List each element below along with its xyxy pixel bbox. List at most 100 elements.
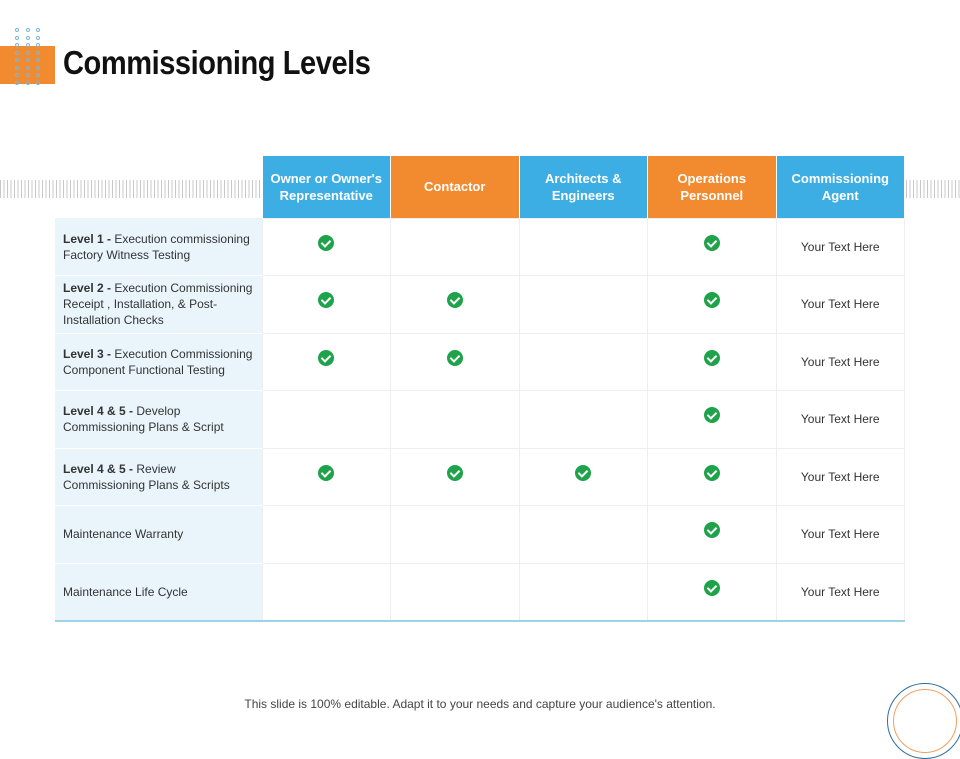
dot-pattern xyxy=(15,28,43,85)
cell xyxy=(518,562,648,622)
agent-cell: Your Text Here xyxy=(775,562,905,622)
row-label: Level 4 & 5 - Develop Commissioning Plan… xyxy=(55,390,262,449)
cell xyxy=(390,562,520,622)
row-label: Level 3 - Execution Commissioning Compon… xyxy=(55,333,262,391)
row-label: Maintenance Life Cycle xyxy=(55,563,262,622)
cell xyxy=(518,447,648,506)
row-label-text: Develop Commissioning Plans & Script xyxy=(63,404,224,435)
cell xyxy=(261,390,391,449)
row-label-bold: Level 4 & 5 - xyxy=(63,461,137,476)
row-label: Level 4 & 5 - Review Commissioning Plans… xyxy=(55,448,262,506)
check-icon xyxy=(703,407,720,424)
dot xyxy=(25,73,30,77)
check-icon xyxy=(703,292,720,309)
commissioning-table: Owner or Owner's Representative Contacto… xyxy=(55,156,905,622)
row-label: Level 1 - Execution commissioning Factor… xyxy=(55,218,262,276)
cell xyxy=(647,332,777,391)
cell xyxy=(261,217,391,276)
cell xyxy=(647,390,777,449)
dot xyxy=(15,65,19,70)
stripe-decoration-right xyxy=(906,180,960,198)
cell xyxy=(518,332,648,391)
check-icon xyxy=(703,234,720,251)
agent-cell: Your Text Here xyxy=(775,217,905,276)
cell xyxy=(390,390,520,449)
table-row: Level 3 - Execution Commissioning Compon… xyxy=(55,332,905,391)
row-label-text: Maintenance Warranty xyxy=(63,527,184,542)
check-icon xyxy=(318,349,335,366)
orange-accent-block xyxy=(0,46,55,84)
table-row: Level 4 & 5 - Develop Commissioning Plan… xyxy=(55,390,905,449)
cell xyxy=(647,217,777,276)
row-label-bold: Level 1 - xyxy=(63,231,115,246)
row-label: Maintenance Warranty xyxy=(55,505,262,564)
cell xyxy=(518,390,648,449)
footer-note: This slide is 100% editable. Adapt it to… xyxy=(244,697,716,711)
cell xyxy=(647,447,777,506)
agent-cell: Your Text Here xyxy=(775,505,905,564)
dot xyxy=(36,80,40,85)
dot xyxy=(15,50,19,55)
row-label-text: Execution Commissioning Component Functi… xyxy=(63,346,253,377)
dot xyxy=(36,65,40,70)
ring-decoration-inner xyxy=(893,689,957,753)
check-icon xyxy=(703,349,720,366)
cell xyxy=(261,562,391,622)
dot xyxy=(15,43,19,47)
dot xyxy=(36,58,40,62)
check-icon xyxy=(703,522,720,539)
header-contactor: Contactor xyxy=(390,156,520,218)
row-label-text: Execution Commissioning Receipt , Instal… xyxy=(63,281,253,328)
cell xyxy=(647,562,777,622)
dot xyxy=(36,73,40,77)
header-agent: Commissioning Agent xyxy=(776,156,905,218)
agent-cell: Your Text Here xyxy=(775,332,905,391)
dot xyxy=(36,43,40,47)
cell xyxy=(518,217,648,276)
dot xyxy=(15,80,19,85)
agent-cell: Your Text Here xyxy=(775,390,905,449)
check-icon xyxy=(318,292,335,309)
dot xyxy=(36,35,40,40)
dot xyxy=(25,65,30,70)
dot xyxy=(15,28,19,32)
cell xyxy=(261,275,391,334)
cell xyxy=(518,505,648,564)
row-label-text: Maintenance Life Cycle xyxy=(63,584,188,599)
row-label-bold: Level 3 - xyxy=(63,346,115,361)
dot xyxy=(15,58,19,62)
cell xyxy=(261,505,391,564)
dot xyxy=(36,28,40,32)
cell xyxy=(390,447,520,506)
dot xyxy=(25,50,30,55)
header-architects: Architects & Engineers xyxy=(519,156,648,218)
agent-cell: Your Text Here xyxy=(775,447,905,506)
check-icon xyxy=(318,464,335,481)
check-icon xyxy=(318,234,335,251)
row-label-bold: Level 4 & 5 - xyxy=(63,404,137,419)
table-row: Level 4 & 5 - Review Commissioning Plans… xyxy=(55,447,905,506)
check-icon xyxy=(446,464,463,481)
dot xyxy=(36,50,40,55)
header-owner: Owner or Owner's Representative xyxy=(262,156,391,218)
header-operations: Operations Personnel xyxy=(647,156,777,218)
agent-cell: Your Text Here xyxy=(775,275,905,334)
dot xyxy=(25,80,30,85)
row-label-text: Execution commissioning Factory Witness … xyxy=(63,231,250,262)
table-row: Maintenance Life Cycle Your Text Here xyxy=(55,562,905,622)
dot xyxy=(15,35,19,40)
row-label-text: Review Commissioning Plans & Scripts xyxy=(63,461,230,492)
dot xyxy=(25,28,30,32)
cell xyxy=(518,275,648,334)
check-icon xyxy=(703,464,720,481)
cell xyxy=(647,275,777,334)
page-title: Commissioning Levels xyxy=(63,44,371,81)
dot xyxy=(15,73,19,77)
cell xyxy=(647,505,777,564)
dot xyxy=(25,58,30,62)
check-icon xyxy=(703,579,720,596)
header-empty xyxy=(55,156,263,218)
table-row: Level 2 - Execution Commissioning Receip… xyxy=(55,275,905,334)
table-row: Maintenance Warranty Your Text Here xyxy=(55,505,905,564)
dot xyxy=(25,35,30,40)
